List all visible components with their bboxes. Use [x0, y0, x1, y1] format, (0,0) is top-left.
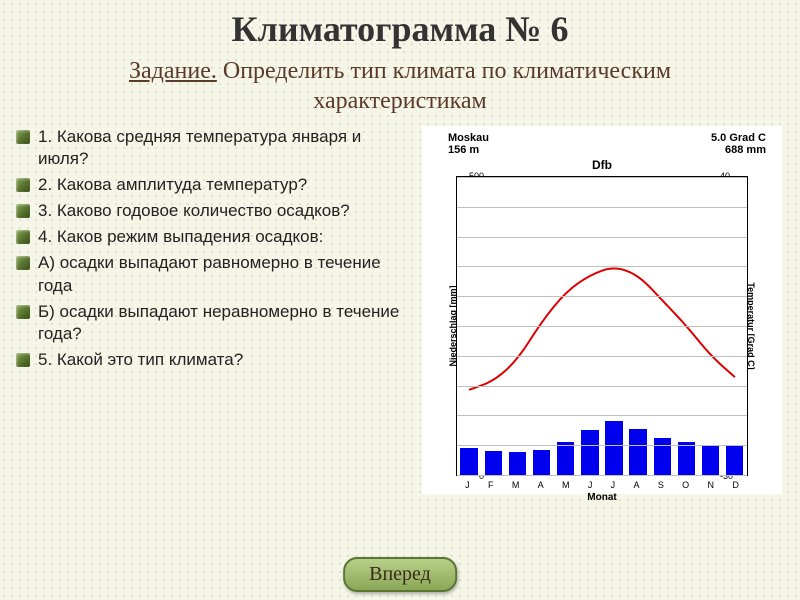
month-label: A	[633, 480, 639, 490]
climograph: Moskau 156 m 5.0 Grad C 688 mm Dfb Niede…	[422, 126, 782, 494]
month-label: M	[562, 480, 570, 490]
forward-button[interactable]: Вперед	[343, 557, 457, 592]
questions-list: 1. Какова средняя температура января и и…	[12, 126, 422, 494]
month-label: J	[611, 480, 616, 490]
list-item: 5. Какой это тип климата?	[12, 349, 412, 371]
question-text: Б) осадки выпадают неравномерно в течени…	[38, 301, 412, 345]
plot-area	[456, 176, 748, 476]
month-label: O	[682, 480, 689, 490]
month-label: J	[465, 480, 470, 490]
station-stats: 5.0 Grad C 688 mm	[711, 132, 766, 156]
list-item: А) осадки выпадают равномерно в течение …	[12, 252, 412, 296]
bullet-icon	[16, 230, 30, 244]
month-label: D	[732, 480, 739, 490]
page-title: Климатограмма № 6	[0, 0, 800, 50]
x-labels: JFMAMJJASOND	[456, 480, 748, 490]
subtitle-rest: Определить тип климата по климатическим …	[217, 58, 671, 114]
month-label: N	[708, 480, 715, 490]
list-item: 3. Каково годовое количество осадков?	[12, 200, 412, 222]
month-label: M	[512, 480, 520, 490]
bullet-icon	[16, 256, 30, 270]
subtitle-underline: Задание.	[129, 58, 217, 84]
bullet-icon	[16, 130, 30, 144]
question-text: 4. Каков режим выпадения осадков:	[38, 226, 323, 248]
bullet-icon	[16, 204, 30, 218]
bullet-icon	[16, 178, 30, 192]
month-label: J	[588, 480, 593, 490]
question-text: А) осадки выпадают равномерно в течение …	[38, 252, 412, 296]
month-label: A	[538, 480, 544, 490]
month-label: F	[488, 480, 494, 490]
list-item: Б) осадки выпадают неравномерно в течени…	[12, 301, 412, 345]
question-text: 3. Каково годовое количество осадков?	[38, 200, 350, 222]
question-text: 1. Какова средняя температура января и и…	[38, 126, 412, 170]
question-text: 2. Какова амплитуда температур?	[38, 174, 307, 196]
question-text: 5. Какой это тип климата?	[38, 349, 243, 371]
list-item: 4. Каков режим выпадения осадков:	[12, 226, 412, 248]
list-item: 1. Какова средняя температура января и и…	[12, 126, 412, 170]
list-item: 2. Какова амплитуда температур?	[12, 174, 412, 196]
chart-body: Niederschlag [mm] Temperatur [Grad C] 05…	[456, 176, 748, 476]
subtitle: Задание. Определить тип климата по клима…	[0, 50, 800, 126]
month-label: S	[658, 480, 664, 490]
bullet-icon	[16, 353, 30, 367]
station-info: Moskau 156 m	[448, 132, 489, 156]
bullet-icon	[16, 305, 30, 319]
x-axis-title: Monat	[428, 492, 776, 503]
